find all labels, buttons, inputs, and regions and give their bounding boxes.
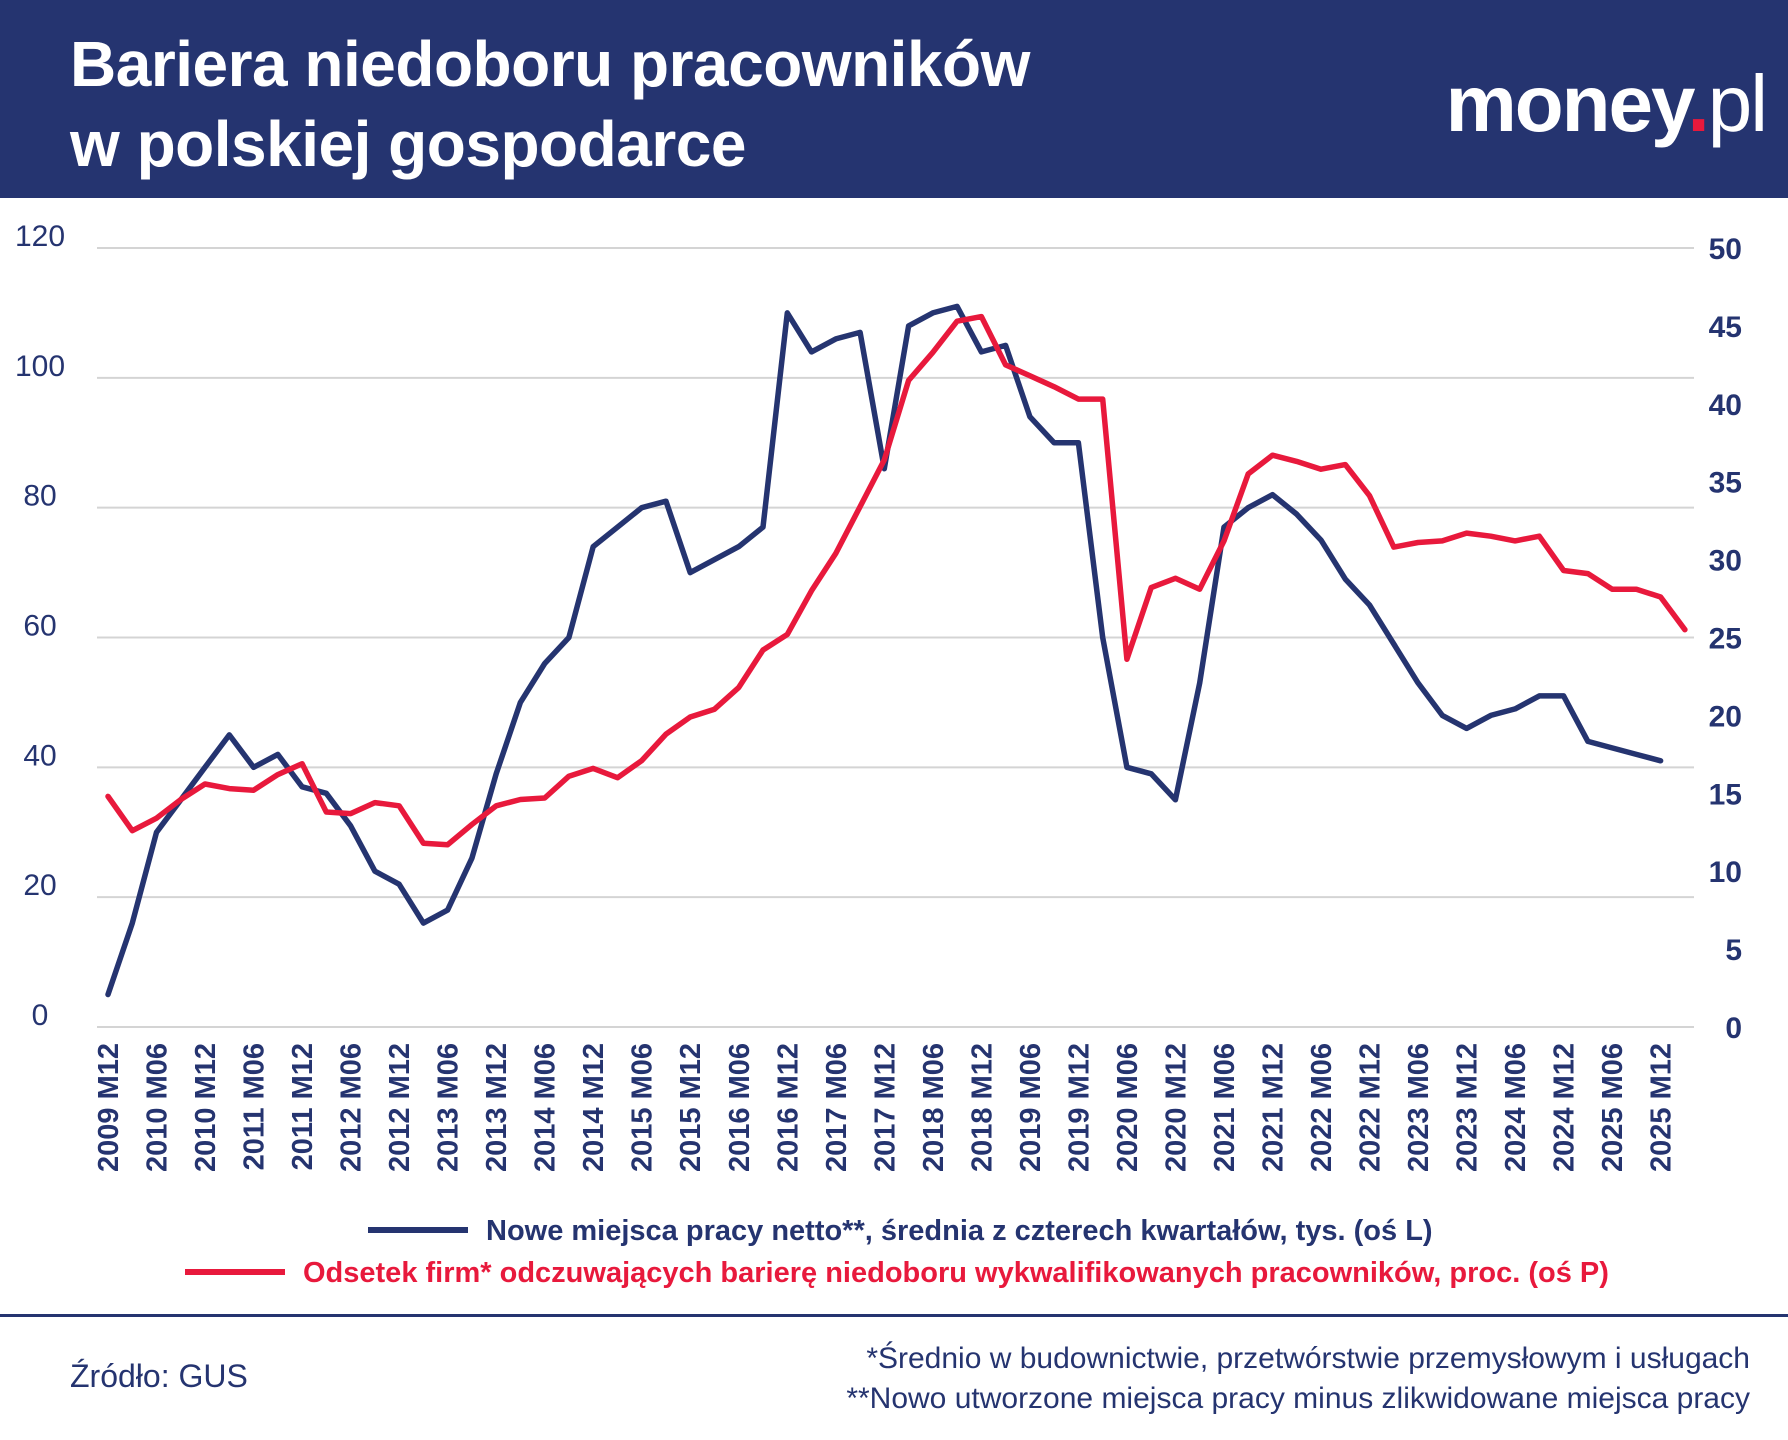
x-tick-label: 2025 M12 <box>1646 1043 1678 1172</box>
y-right-tick-label: 45 <box>1709 311 1742 344</box>
x-tick-label: 2020 M12 <box>1160 1043 1192 1172</box>
logo-suffix: pl <box>1707 59 1768 148</box>
page-title: Bariera niedoboru pracowników w polskiej… <box>70 24 1030 184</box>
y-left-tick-label: 0 <box>32 999 49 1032</box>
x-tick-label: 2017 M06 <box>821 1043 853 1172</box>
x-tick-label: 2011 M06 <box>239 1043 271 1170</box>
x-tick-label: 2019 M12 <box>1063 1043 1095 1172</box>
x-tick-label: 2013 M06 <box>433 1043 465 1172</box>
y-left-tick-label: 80 <box>23 480 56 513</box>
title-line-1: Bariera niedoboru pracowników <box>70 28 1030 100</box>
x-tick-label: 2015 M12 <box>675 1043 707 1172</box>
y-left-tick-label: 120 <box>15 220 65 253</box>
y-right-tick-label: 15 <box>1709 778 1742 811</box>
logo-main: money <box>1445 59 1690 148</box>
x-tick-label: 2025 M06 <box>1597 1043 1629 1172</box>
x-tick-label: 2021 M06 <box>1209 1043 1241 1172</box>
y-right-tick-label: 30 <box>1709 545 1742 578</box>
footer-divider <box>0 1314 1788 1317</box>
x-tick-label: 2012 M06 <box>336 1043 368 1172</box>
x-tick-label: 2023 M12 <box>1452 1043 1484 1172</box>
y-right-tick-label: 0 <box>1725 1012 1742 1045</box>
y-right-tick-label: 20 <box>1709 700 1742 733</box>
footnote-firms: *Średnio w budownictwie, przetwórstwie p… <box>866 1342 1750 1375</box>
legend-label: Odsetek firm* odczuwających barierę nied… <box>303 1257 1609 1289</box>
x-tick-label: 2014 M12 <box>578 1043 610 1172</box>
legend-label: Nowe miejsca pracy netto**, średnia z cz… <box>486 1215 1433 1247</box>
x-tick-label: 2016 M12 <box>772 1043 804 1172</box>
x-tick-label: 2016 M06 <box>724 1043 756 1172</box>
x-tick-label: 2020 M06 <box>1112 1043 1144 1172</box>
x-tick-label: 2021 M12 <box>1257 1043 1289 1172</box>
y-left-tick-label: 100 <box>15 350 65 383</box>
y-right-tick-label: 10 <box>1709 856 1742 889</box>
x-tick-label: 2010 M12 <box>190 1043 222 1172</box>
series-line-labor-shortage[interactable] <box>105 313 1688 848</box>
x-tick-label: 2009 M12 <box>93 1043 125 1172</box>
x-tick-label: 2018 M12 <box>966 1043 998 1172</box>
x-tick-label: 2012 M12 <box>384 1043 416 1172</box>
x-tick-label: 2022 M12 <box>1355 1043 1387 1172</box>
y-left-tick-label: 20 <box>23 869 56 902</box>
y-right-tick-label: 40 <box>1709 389 1742 422</box>
y-left-tick-label: 60 <box>23 610 56 643</box>
y-left-tick-label: 40 <box>23 739 56 772</box>
y-right-tick-label: 25 <box>1709 623 1742 656</box>
x-tick-label: 2024 M06 <box>1500 1043 1532 1172</box>
x-tick-label: 2011 M12 <box>287 1043 319 1170</box>
x-tick-label: 2019 M06 <box>1015 1043 1047 1172</box>
title-line-2: w polskiej gospodarce <box>70 108 746 180</box>
money-pl-logo[interactable]: money.pl <box>1445 58 1768 150</box>
x-tick-label: 2018 M06 <box>918 1043 950 1172</box>
x-tick-label: 2013 M12 <box>481 1043 513 1172</box>
source-note: Źródło: GUS <box>70 1358 248 1394</box>
series-line-new-jobs[interactable] <box>105 303 1664 998</box>
x-tick-label: 2023 M06 <box>1403 1043 1435 1172</box>
x-tick-label: 2022 M06 <box>1306 1043 1338 1172</box>
x-tick-label: 2017 M12 <box>869 1043 901 1172</box>
x-tick-label: 2010 M06 <box>142 1043 174 1172</box>
y-right-tick-label: 50 <box>1709 233 1742 266</box>
x-tick-label: 2015 M06 <box>627 1043 659 1172</box>
header-bar: Bariera niedoboru pracowników w polskiej… <box>0 0 1788 198</box>
logo-dot: . <box>1687 59 1710 148</box>
y-right-tick-label: 5 <box>1725 934 1742 967</box>
y-right-tick-label: 35 <box>1709 467 1742 500</box>
footnote-jobs: **Nowo utworzone miejsca pracy minus zli… <box>846 1382 1750 1415</box>
x-tick-label: 2024 M12 <box>1549 1043 1581 1172</box>
x-tick-label: 2014 M06 <box>530 1043 562 1172</box>
dual-axis-line-chart: 0 20 40 60 80 100 120 0 5 10 15 20 25 30 35 40 45 50 2009 … <box>15 220 1742 1289</box>
